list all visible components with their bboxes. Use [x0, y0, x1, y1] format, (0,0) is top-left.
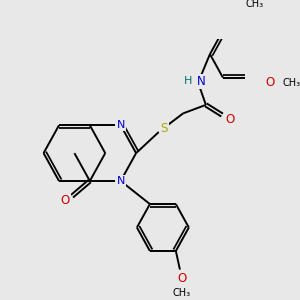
Text: CH₃: CH₃ [172, 288, 190, 298]
Text: N: N [116, 120, 125, 130]
Text: O: O [266, 76, 274, 89]
Text: CH₃: CH₃ [282, 78, 300, 88]
Text: CH₃: CH₃ [245, 0, 264, 9]
Text: O: O [61, 194, 70, 207]
Text: O: O [177, 272, 186, 284]
Text: N: N [196, 75, 206, 88]
Text: N: N [116, 176, 125, 186]
Text: O: O [226, 113, 235, 126]
Text: S: S [160, 122, 167, 135]
Text: H: H [184, 76, 192, 86]
